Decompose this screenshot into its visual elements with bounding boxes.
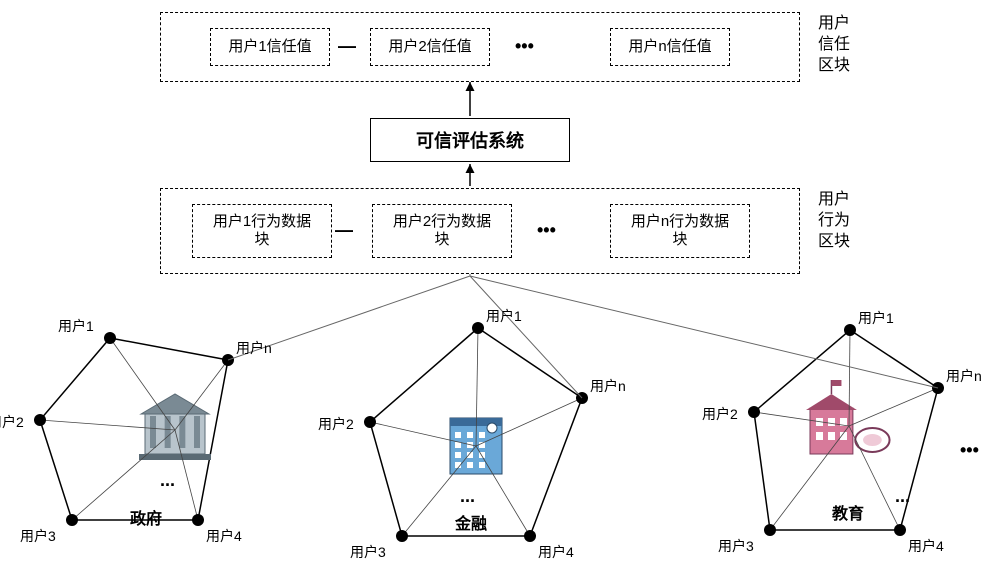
trust-value-box: 用户2信任值 bbox=[370, 28, 490, 66]
trust-ellipsis: ••• bbox=[515, 36, 534, 57]
more-domains-ellipsis: ••• bbox=[960, 440, 979, 461]
behavior-ellipsis: ••• bbox=[537, 220, 556, 241]
user-node-label: 用户n bbox=[946, 366, 982, 386]
user-node-label: 用户4 bbox=[206, 526, 242, 546]
evaluation-system-label: 可信评估系统 bbox=[416, 127, 524, 153]
trust-value-box: 用户n信任值 bbox=[610, 28, 730, 66]
behavior-link-dash: — bbox=[335, 220, 353, 241]
domain-inner-ellipsis: ... bbox=[460, 486, 475, 507]
trust-link-dash: — bbox=[338, 36, 356, 57]
user-node-label: 用户3 bbox=[20, 526, 56, 546]
user-node-label: 用户4 bbox=[538, 542, 574, 562]
domain-inner-ellipsis: ... bbox=[160, 470, 175, 491]
user-node-label: 用户1 bbox=[858, 308, 894, 328]
user-node-label: 用户n bbox=[590, 376, 626, 396]
domain-label-fin: 金融 bbox=[455, 510, 487, 534]
diagram-svg bbox=[0, 0, 1000, 579]
user-node-label: 用户n bbox=[236, 338, 272, 358]
user-node-label: 用户2 bbox=[702, 404, 738, 424]
behavior-block-label: 用户行为区块 bbox=[818, 190, 850, 252]
user-node-label: 用户3 bbox=[350, 542, 386, 562]
trust-value-box: 用户1信任值 bbox=[210, 28, 330, 66]
trust-block-label: 用户信任区块 bbox=[818, 14, 850, 76]
behavior-data-box: 用户1行为数据块 bbox=[192, 204, 332, 258]
behavior-data-box: 用户n行为数据块 bbox=[610, 204, 750, 258]
domain-label-edu: 教育 bbox=[832, 500, 864, 524]
user-node-label: 用户2 bbox=[0, 412, 24, 432]
behavior-data-box: 用户2行为数据块 bbox=[372, 204, 512, 258]
domain-label-gov: 政府 bbox=[130, 505, 162, 529]
user-node-label: 用户1 bbox=[58, 316, 94, 336]
user-node-label: 用户3 bbox=[718, 536, 754, 556]
user-node-label: 用户4 bbox=[908, 536, 944, 556]
user-node-label: 用户1 bbox=[486, 306, 522, 326]
domain-inner-ellipsis: ... bbox=[895, 486, 910, 507]
user-node-label: 用户2 bbox=[318, 414, 354, 434]
evaluation-system-box: 可信评估系统 bbox=[370, 118, 570, 162]
